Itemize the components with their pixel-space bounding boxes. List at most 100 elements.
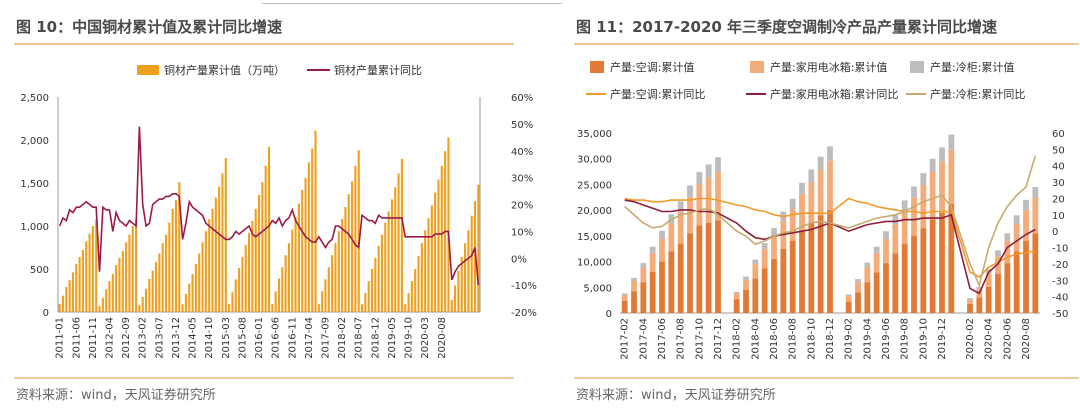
- bar: [204, 231, 207, 312]
- bar: [264, 165, 267, 312]
- x-tick-label: 2018-08: [788, 318, 799, 360]
- bar: [351, 181, 354, 312]
- bar: [81, 250, 84, 312]
- copper-chart-svg: 铜材产量累计值（万吨） 铜材产量累计同比 2,500 2,000 1,500 1,000 5…: [20, 63, 536, 359]
- source-note: 资料来源：wind，天风证券研究所: [576, 388, 776, 403]
- bar-segment: [659, 238, 665, 262]
- bar-segment: [705, 177, 712, 223]
- bar: [154, 262, 158, 312]
- bar: [251, 220, 254, 312]
- bar-segment: [948, 203, 955, 313]
- x-tick-label: 2020-02: [965, 318, 976, 360]
- bar: [417, 256, 420, 312]
- bar-segment: [901, 210, 908, 245]
- bar-segment: [911, 186, 917, 198]
- bar: [224, 158, 227, 312]
- bar: [463, 243, 467, 312]
- bar-segment: [705, 223, 712, 313]
- y-tick-label-right: -20%: [511, 308, 537, 319]
- bar-segment: [696, 184, 703, 226]
- x-tick-label: 2019-10: [918, 318, 929, 360]
- bar-segment: [743, 276, 749, 280]
- y-tick-label-left: 15,000: [577, 232, 612, 243]
- x-tick-label: 2015-03: [221, 317, 232, 359]
- bar: [424, 230, 427, 312]
- bar-segment: [696, 172, 703, 185]
- bar: [201, 242, 204, 312]
- bar-segment: [967, 298, 973, 300]
- bar: [370, 269, 374, 312]
- bar: [397, 173, 400, 312]
- bar: [440, 165, 443, 312]
- bar: [380, 234, 384, 312]
- bar-segment: [873, 272, 880, 313]
- y-tick-label-left: 35,000: [577, 129, 612, 140]
- bar: [65, 287, 68, 312]
- bar: [144, 288, 148, 312]
- y-tick-label-right: -10: [1052, 244, 1068, 255]
- x-tick-label: 2012-04: [105, 317, 116, 359]
- bar-segment: [780, 248, 787, 313]
- bar-segment: [677, 211, 684, 244]
- bar: [221, 173, 224, 312]
- title-underline: [14, 43, 514, 45]
- bar: [125, 242, 128, 312]
- bar: [101, 297, 104, 312]
- bar: [71, 272, 75, 312]
- bar-segment: [967, 303, 973, 313]
- legend-swatch-bar: [590, 61, 604, 73]
- x-tick-label: 2020-03: [420, 317, 431, 359]
- bar-segment: [845, 296, 852, 302]
- y-tick-label-right: 10: [1052, 211, 1065, 222]
- bar-segment: [855, 279, 861, 283]
- bar: [420, 243, 423, 312]
- bar-segment: [752, 278, 759, 313]
- x-tick-label: 2016-11: [287, 317, 298, 359]
- bar: [267, 146, 271, 312]
- bar: [347, 194, 350, 312]
- bar: [244, 244, 247, 312]
- bar: [477, 184, 480, 312]
- bar-segment: [873, 246, 880, 253]
- bar-segment: [649, 246, 656, 253]
- bar: [317, 303, 320, 312]
- bar: [274, 291, 277, 312]
- bar-segment: [892, 253, 899, 313]
- bar: [307, 162, 310, 312]
- bar-segment: [733, 293, 740, 300]
- y-tick-label-right: 0: [1052, 227, 1058, 238]
- bar: [271, 303, 274, 312]
- bar: [430, 205, 433, 312]
- bar-segment: [659, 261, 665, 313]
- y-tick-label-left: 0: [43, 308, 49, 319]
- bar: [91, 226, 94, 312]
- bar: [390, 199, 394, 312]
- chart-title: 图 11：2017-2020 年三季度空调制冷产品产量累计同比增速: [576, 18, 998, 36]
- bar: [115, 265, 118, 312]
- bar: [234, 279, 237, 312]
- bar: [291, 229, 294, 312]
- x-tick-label: 2017-04: [304, 317, 315, 359]
- bar: [181, 304, 184, 312]
- bar: [450, 299, 453, 312]
- bar-segment: [817, 170, 824, 216]
- bar: [470, 215, 473, 312]
- bar: [314, 130, 317, 312]
- bar: [297, 203, 300, 312]
- bar-segment: [995, 250, 1001, 257]
- x-tick-label: 2019-02: [844, 318, 855, 360]
- x-tick-label: 2019-05: [387, 317, 398, 359]
- bar-segment: [920, 185, 927, 229]
- bar-segment: [827, 160, 833, 211]
- bar-segment: [631, 281, 637, 292]
- bar-segment: [687, 233, 693, 313]
- x-tick-label: 2016-01: [254, 317, 265, 359]
- legend-label: 铜材产量累计值（万吨）: [164, 63, 285, 77]
- y-tick-label-right: 0%: [511, 254, 527, 265]
- bar: [360, 304, 364, 312]
- bar: [151, 270, 154, 312]
- bar: [158, 253, 161, 312]
- bar: [311, 148, 314, 312]
- bar-segment: [929, 219, 936, 313]
- bar: [128, 234, 131, 312]
